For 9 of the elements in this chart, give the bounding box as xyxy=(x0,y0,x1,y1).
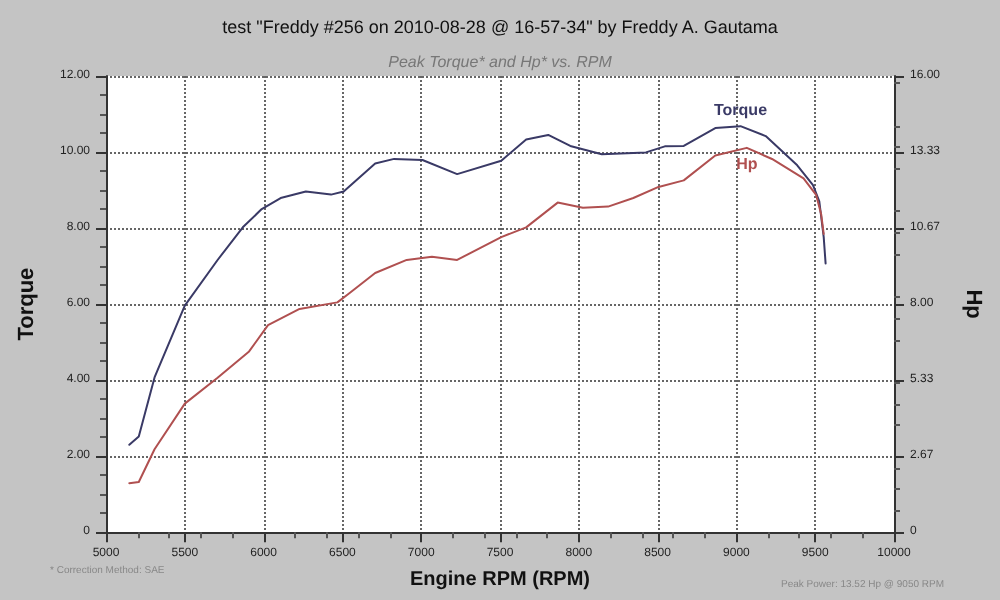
series-label: Torque xyxy=(713,101,769,120)
line-series xyxy=(128,146,825,485)
line-series xyxy=(128,125,827,446)
chart-title: test "Freddy #256 on 2010-08-28 @ 16-57-34" by Freddy A. Gautama xyxy=(222,17,778,37)
y2-axis-title: Hp xyxy=(961,289,985,320)
x-axis-title: Engine RPM (RPM) xyxy=(410,569,590,591)
chart-subtitle: Peak Torque* and Hp* vs. RPM xyxy=(388,53,613,71)
series-label: Hp xyxy=(736,154,758,173)
y-axis-title: Torque xyxy=(15,267,39,341)
